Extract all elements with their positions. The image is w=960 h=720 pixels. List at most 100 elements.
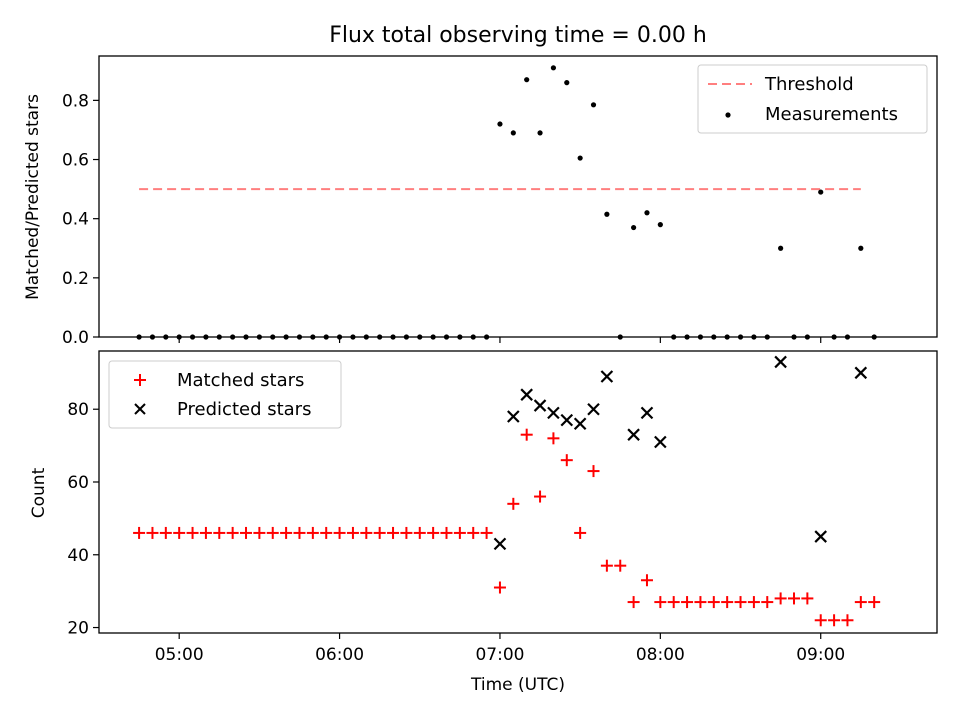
measurement-point	[791, 334, 797, 340]
measurement-point	[443, 334, 450, 340]
measurement-point	[751, 334, 757, 340]
measurement-point	[711, 334, 717, 340]
measurement-point	[363, 334, 369, 340]
matched-point	[133, 526, 146, 539]
matched-point	[854, 596, 867, 609]
matched-point	[841, 614, 854, 627]
measurement-point	[270, 334, 276, 340]
matched-point	[734, 596, 747, 609]
matched-point	[520, 428, 533, 441]
measurement-point	[764, 334, 770, 340]
matched-point	[614, 559, 627, 572]
count-y-tick-label: 40	[67, 546, 89, 566]
matched-point	[186, 526, 199, 539]
measurement-point	[617, 334, 623, 340]
matched-point	[761, 596, 774, 609]
ratio-y-tick-label: 0.2	[62, 269, 89, 289]
matched-point	[787, 592, 800, 605]
count-legend-box	[108, 360, 342, 429]
measurement-points	[136, 65, 877, 340]
matched-point	[774, 592, 787, 605]
measurement-point	[230, 334, 236, 340]
ratio-panel: 0.00.20.40.60.8 Matched/Predicted stars …	[23, 55, 938, 348]
measurement-point	[176, 334, 182, 340]
measurement-point	[350, 334, 356, 340]
legend-threshold-label: Threshold	[764, 74, 854, 95]
predicted-point	[587, 402, 600, 416]
measurement-point	[216, 334, 222, 340]
predicted-point	[654, 435, 667, 449]
ratio-panel-frame	[98, 55, 938, 338]
matched-point	[226, 526, 239, 539]
matched-point	[560, 454, 573, 467]
measurement-point	[149, 334, 156, 340]
measurement-point	[737, 334, 744, 340]
ratio-y-axis-label: Matched/Predicted stars	[23, 94, 43, 300]
measurement-point	[283, 334, 289, 340]
matched-point	[253, 526, 266, 539]
matched-point	[360, 526, 373, 539]
count-y-tick-label: 60	[67, 473, 89, 493]
predicted-point	[507, 410, 520, 423]
matched-point	[266, 526, 279, 539]
measurement-point	[804, 334, 810, 340]
predicted-point	[520, 388, 533, 401]
x-tick-label: 07:00	[475, 645, 524, 665]
ratio-legend: Threshold Measurements	[697, 64, 928, 134]
measurement-point	[671, 334, 677, 340]
x-tick-label: 05:00	[155, 645, 204, 665]
predicted-point	[814, 530, 828, 543]
legend-measurements-swatch	[725, 112, 731, 118]
measurement-point	[831, 334, 837, 340]
ratio-y-tick-label: 0.6	[62, 151, 89, 171]
measurement-point	[483, 334, 490, 340]
measurement-point	[524, 77, 530, 83]
x-tick-label: 06:00	[315, 645, 364, 665]
measurement-point	[189, 334, 196, 340]
count-y-tick-label: 20	[67, 619, 89, 639]
predicted-point	[533, 399, 547, 412]
measurement-point	[323, 334, 329, 340]
matched-point	[681, 596, 694, 609]
measurement-point	[858, 245, 864, 251]
measurement-point	[377, 334, 383, 340]
predicted-point	[600, 370, 614, 383]
measurement-point	[844, 334, 851, 340]
measurement-point	[697, 334, 704, 340]
matched-point	[440, 526, 453, 539]
ratio-y-tick-label: 0.8	[62, 91, 89, 111]
legend-measurements-label: Measurements	[765, 104, 898, 125]
measurement-point	[203, 334, 209, 340]
predicted-point	[560, 413, 574, 427]
matched-point	[547, 432, 560, 445]
matched-point	[747, 596, 760, 609]
measurement-point	[510, 130, 516, 136]
measurement-point	[403, 334, 410, 340]
matched-point	[868, 596, 881, 609]
measurement-point	[778, 245, 784, 251]
matched-point	[600, 559, 613, 572]
matched-point	[627, 596, 640, 609]
legend-predicted-swatch	[134, 403, 146, 415]
measurement-point	[724, 334, 730, 340]
predicted-point	[640, 406, 654, 420]
matched-point	[413, 526, 426, 539]
measurement-point	[163, 334, 169, 340]
matched-point	[346, 526, 359, 539]
chart-title: Flux total observing time = 0.00 h	[329, 23, 707, 48]
matched-point	[427, 526, 440, 539]
x-tick-label: 09:00	[796, 645, 845, 665]
matched-point	[199, 526, 212, 539]
predicted-point	[493, 537, 507, 551]
matched-point	[213, 526, 226, 539]
measurement-point	[577, 155, 583, 161]
matched-point	[373, 526, 386, 539]
measurement-point	[310, 334, 316, 340]
measurement-point	[243, 334, 249, 340]
legend-matched-label: Matched stars	[177, 370, 304, 391]
matched-point	[400, 526, 413, 539]
matched-point	[453, 526, 466, 539]
matched-point	[293, 526, 306, 539]
count-y-axis: 20 40 60 80	[67, 400, 99, 639]
